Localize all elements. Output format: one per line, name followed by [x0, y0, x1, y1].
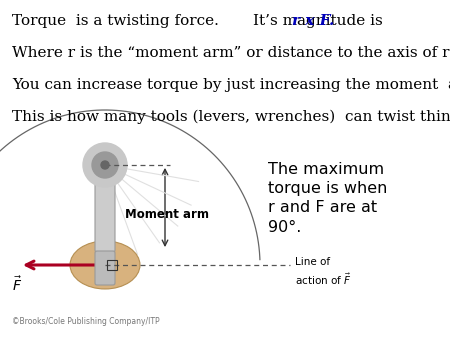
FancyBboxPatch shape — [95, 183, 115, 252]
Circle shape — [92, 152, 118, 178]
Bar — [107, 260, 117, 270]
Text: Where r is the “moment arm” or distance to the axis of rotation.: Where r is the “moment arm” or distance … — [12, 46, 450, 60]
Text: Torque  is a twisting force.       It’s magnitude is: Torque is a twisting force. It’s magnitu… — [12, 14, 392, 28]
Text: Line of
action of $\vec{F}$: Line of action of $\vec{F}$ — [295, 257, 351, 287]
Text: This is how many tools (levers, wrenches)  can twist things  easily.: This is how many tools (levers, wrenches… — [12, 110, 450, 124]
Text: ©Brooks/Cole Publishing Company/ITP: ©Brooks/Cole Publishing Company/ITP — [12, 317, 160, 326]
Ellipse shape — [70, 241, 140, 289]
Circle shape — [83, 143, 127, 187]
Text: The maximum
torque is when
r and F are at
90°.: The maximum torque is when r and F are a… — [268, 162, 387, 235]
Text: You can increase torque by just increasing the moment  arm.: You can increase torque by just increasi… — [12, 78, 450, 92]
Text: $\vec{F}$: $\vec{F}$ — [12, 275, 22, 294]
Text: r x F.: r x F. — [292, 14, 334, 28]
Text: Moment arm: Moment arm — [125, 209, 209, 221]
FancyBboxPatch shape — [95, 251, 115, 285]
Circle shape — [101, 161, 109, 169]
